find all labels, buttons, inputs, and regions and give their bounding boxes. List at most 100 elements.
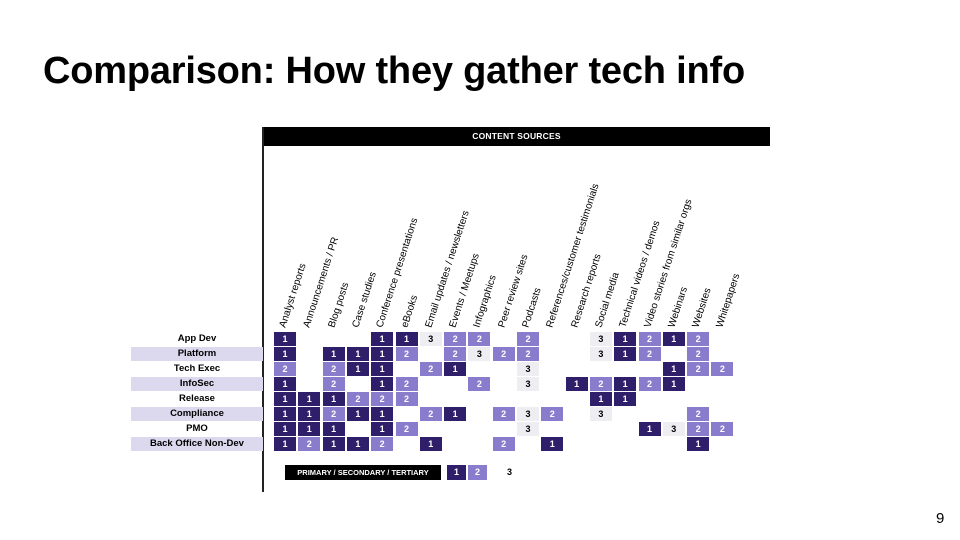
table-cell: 2 — [589, 377, 612, 391]
table-cell: 1 — [614, 392, 637, 406]
table-cell: 2 — [687, 332, 710, 346]
table-cell: 1 — [274, 347, 296, 361]
table-cell: 1 — [371, 332, 394, 346]
row-label: Compliance — [170, 408, 224, 419]
table-cell: 2 — [419, 362, 442, 376]
column-label: Whitepapers — [714, 272, 743, 329]
row-label: Platform — [177, 348, 217, 359]
table-cell: 2 — [492, 407, 515, 421]
page-number: 9 — [936, 510, 945, 527]
table-cell: 2 — [468, 332, 491, 346]
row-band — [131, 437, 263, 451]
column-label: Websites — [690, 286, 714, 329]
table-cell: 1 — [346, 347, 369, 361]
table-cell: 2 — [687, 362, 710, 376]
table-cell: 1 — [662, 377, 685, 391]
table-cell: 2 — [395, 347, 418, 361]
table-cell: 3 — [589, 347, 612, 361]
table-cell: 3 — [419, 332, 442, 346]
column-label: Email updates / newsletters — [423, 209, 472, 329]
table-cell: 2 — [444, 347, 467, 361]
legend-primary: 1 — [447, 465, 466, 480]
table-cell: 2 — [638, 347, 661, 361]
table-cell: 1 — [371, 407, 394, 421]
table-cell: 2 — [492, 437, 515, 451]
table-cell: 1 — [274, 377, 296, 391]
table-cell: 1 — [614, 377, 637, 391]
row-band — [131, 407, 263, 421]
table-cell: 3 — [517, 377, 539, 391]
row-label: Back Office Non-Dev — [150, 438, 244, 449]
table-cell: 1 — [687, 437, 710, 451]
table-cell: 2 — [419, 407, 442, 421]
table-cell: 1 — [662, 332, 685, 346]
table-cell: 3 — [468, 347, 491, 361]
table-cell: 2 — [346, 392, 369, 406]
table-cell: 2 — [517, 332, 539, 346]
table-cell: 3 — [662, 422, 685, 436]
row-label: InfoSec — [179, 378, 215, 389]
row-label: Tech Exec — [173, 363, 221, 374]
table-cell: 1 — [444, 407, 467, 421]
table-cell: 1 — [274, 437, 296, 451]
table-cell: 1 — [322, 422, 345, 436]
table-cell: 1 — [274, 407, 296, 421]
legend-secondary: 2 — [468, 465, 487, 480]
table-cell: 2 — [322, 362, 345, 376]
table-cell: 2 — [468, 377, 491, 391]
table-cell: 2 — [371, 392, 394, 406]
table-cell: 1 — [589, 392, 612, 406]
table-cell: 1 — [444, 362, 467, 376]
table-cell: 1 — [395, 332, 418, 346]
table-cell: 1 — [614, 347, 637, 361]
table-cell: 2 — [371, 437, 394, 451]
table-cell: 2 — [322, 407, 345, 421]
table-cell: 2 — [638, 332, 661, 346]
table-cell: 2 — [711, 362, 734, 376]
table-cell: 1 — [274, 332, 296, 346]
table-divider — [262, 127, 264, 492]
table-cell: 1 — [322, 437, 345, 451]
row-label: PMO — [186, 423, 208, 434]
table-cell: 2 — [298, 437, 321, 451]
table-cell: 1 — [662, 362, 685, 376]
table-cell: 2 — [638, 377, 661, 391]
column-label: eBooks — [399, 293, 420, 329]
table-cell: 1 — [541, 437, 564, 451]
slide-title: Comparison: How they gather tech info — [43, 50, 745, 92]
table-cell: 1 — [346, 407, 369, 421]
table-cell: 2 — [492, 347, 515, 361]
table-cell: 2 — [541, 407, 564, 421]
table-cell: 2 — [395, 392, 418, 406]
table-cell: 1 — [419, 437, 442, 451]
table-cell: 1 — [298, 392, 321, 406]
table-cell: 2 — [395, 422, 418, 436]
row-band — [131, 347, 263, 361]
legend-label: PRIMARY / SECONDARY / TERTIARY — [285, 465, 441, 480]
column-label: Podcasts — [520, 286, 544, 329]
table-cell: 2 — [517, 347, 539, 361]
table-cell: 2 — [687, 422, 710, 436]
legend-tertiary: 3 — [500, 465, 519, 480]
table-cell: 2 — [444, 332, 467, 346]
row-band — [131, 377, 263, 391]
table-cell: 3 — [589, 332, 612, 346]
table-cell: 1 — [298, 422, 321, 436]
table-cell: 2 — [687, 347, 710, 361]
table-cell: 2 — [395, 377, 418, 391]
table-cell: 3 — [589, 407, 612, 421]
table-cell: 2 — [687, 407, 710, 421]
table-cell: 1 — [322, 392, 345, 406]
table-cell: 3 — [517, 407, 539, 421]
table-cell: 3 — [517, 362, 539, 376]
column-label: Case studies — [350, 270, 379, 329]
column-label: Blog posts — [326, 281, 352, 329]
table-cell: 1 — [346, 437, 369, 451]
table-cell: 1 — [322, 347, 345, 361]
table-cell: 1 — [371, 422, 394, 436]
table-cell: 3 — [517, 422, 539, 436]
column-label: Video stories from similar orgs — [642, 197, 695, 329]
table-cell: 1 — [346, 362, 369, 376]
table-cell: 2 — [274, 362, 296, 376]
row-label: Release — [179, 393, 215, 404]
